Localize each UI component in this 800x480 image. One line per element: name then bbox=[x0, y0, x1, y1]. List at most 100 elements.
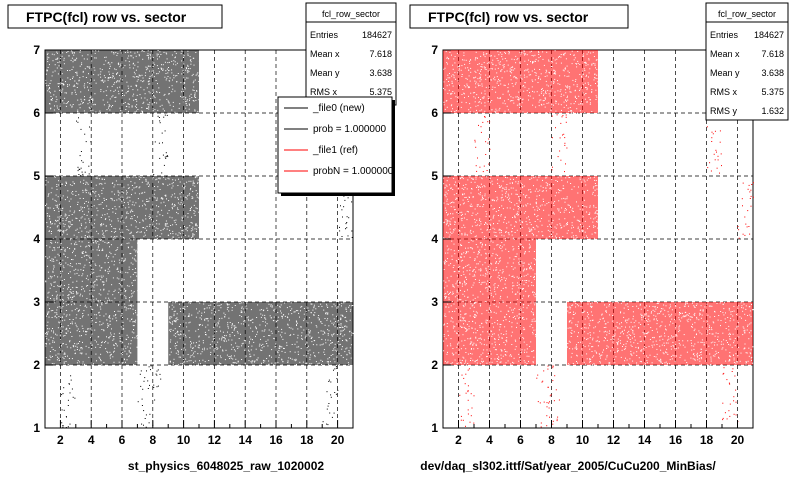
data-gap bbox=[481, 177, 483, 179]
data-gap bbox=[247, 316, 249, 318]
data-gap bbox=[45, 345, 47, 347]
data-gap bbox=[69, 226, 71, 227]
data-gap bbox=[508, 189, 510, 191]
data-gap bbox=[256, 359, 258, 361]
data-gap bbox=[583, 68, 585, 70]
data-gap bbox=[299, 361, 301, 363]
data-gap bbox=[561, 207, 563, 209]
data-gap bbox=[88, 218, 90, 220]
data-gap bbox=[593, 204, 595, 206]
data-gap bbox=[112, 72, 114, 74]
data-gap bbox=[244, 349, 246, 351]
data-gap bbox=[168, 234, 170, 236]
data-gap bbox=[95, 50, 97, 52]
data-gap bbox=[446, 198, 448, 200]
data-gap bbox=[134, 64, 136, 66]
data-gap bbox=[470, 67, 472, 69]
data-gap bbox=[117, 63, 119, 65]
data-gap bbox=[529, 189, 531, 190]
data-gap bbox=[470, 92, 472, 94]
data-gap bbox=[99, 300, 101, 302]
y-tick-label: 2 bbox=[33, 358, 40, 372]
data-gap bbox=[494, 76, 496, 78]
data-gap bbox=[502, 64, 504, 66]
data-gap bbox=[533, 292, 535, 294]
data-gap bbox=[59, 229, 61, 231]
data-gap bbox=[175, 319, 177, 321]
data-gap bbox=[479, 186, 481, 188]
data-gap bbox=[80, 217, 82, 219]
data-gap bbox=[194, 110, 196, 112]
data-gap bbox=[120, 196, 122, 198]
data-gap bbox=[176, 345, 178, 346]
data-gap bbox=[485, 222, 486, 224]
data-gap bbox=[524, 82, 526, 83]
data-gap bbox=[192, 347, 194, 349]
data-gap bbox=[106, 213, 108, 215]
data-gap bbox=[589, 212, 591, 214]
data-gap bbox=[590, 85, 592, 87]
data-gap bbox=[142, 220, 144, 222]
data-gap bbox=[109, 65, 111, 67]
data-point bbox=[334, 392, 336, 393]
data-gap bbox=[57, 285, 59, 287]
data-gap bbox=[163, 176, 165, 178]
data-gap bbox=[477, 224, 479, 226]
data-gap bbox=[171, 109, 173, 111]
data-gap bbox=[120, 289, 122, 291]
data-point bbox=[337, 389, 339, 391]
data-gap bbox=[175, 342, 176, 344]
data-gap bbox=[577, 62, 579, 64]
data-gap bbox=[114, 184, 116, 186]
data-gap bbox=[508, 53, 510, 55]
data-gap bbox=[489, 237, 491, 239]
data-gap bbox=[85, 345, 87, 347]
data-gap bbox=[520, 192, 522, 194]
data-gap bbox=[120, 244, 122, 246]
data-gap bbox=[172, 203, 173, 205]
data-gap bbox=[85, 226, 87, 228]
data-gap bbox=[470, 203, 472, 205]
data-gap bbox=[509, 197, 511, 199]
data-gap bbox=[521, 221, 523, 223]
data-gap bbox=[459, 182, 460, 184]
data-gap bbox=[474, 70, 476, 72]
data-gap bbox=[65, 301, 67, 303]
data-gap bbox=[342, 356, 344, 358]
data-gap bbox=[114, 193, 115, 195]
data-gap bbox=[68, 200, 70, 202]
data-gap bbox=[216, 323, 218, 325]
data-gap bbox=[157, 68, 159, 69]
data-gap bbox=[274, 308, 276, 310]
data-gap bbox=[486, 273, 488, 275]
data-gap bbox=[275, 346, 277, 348]
data-gap bbox=[303, 313, 305, 315]
data-gap bbox=[262, 310, 264, 312]
data-gap bbox=[216, 348, 218, 350]
data-gap bbox=[467, 179, 469, 181]
data-gap bbox=[63, 225, 65, 227]
data-gap bbox=[91, 344, 93, 346]
data-gap bbox=[461, 285, 463, 287]
data-gap bbox=[324, 318, 326, 319]
data-gap bbox=[122, 351, 124, 353]
data-gap bbox=[201, 312, 203, 314]
data-gap bbox=[122, 204, 124, 206]
data-gap bbox=[454, 56, 456, 57]
data-gap bbox=[121, 244, 122, 246]
data-gap bbox=[194, 176, 196, 178]
data-gap bbox=[142, 227, 144, 229]
data-gap bbox=[456, 100, 458, 102]
data-gap bbox=[461, 187, 463, 189]
data-gap bbox=[153, 95, 155, 97]
data-gap bbox=[454, 271, 456, 272]
data-gap bbox=[81, 348, 83, 350]
data-gap bbox=[194, 79, 196, 81]
data-gap bbox=[181, 73, 183, 75]
data-gap bbox=[528, 230, 530, 232]
data-gap bbox=[143, 203, 145, 205]
data-gap bbox=[534, 68, 535, 70]
data-gap bbox=[219, 305, 221, 307]
data-gap bbox=[550, 187, 552, 189]
data-gap bbox=[565, 58, 567, 60]
